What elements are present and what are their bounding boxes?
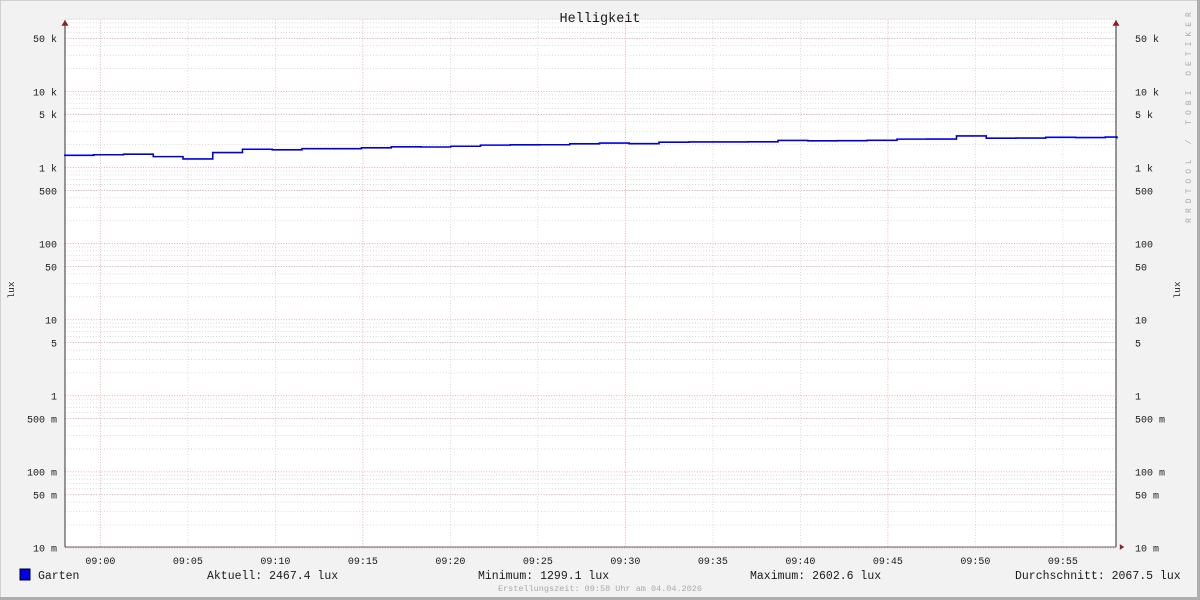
svg-text:09:10: 09:10 [260, 557, 290, 568]
svg-text:09:05: 09:05 [173, 557, 203, 568]
svg-text:500 m: 500 m [27, 416, 57, 427]
svg-text:500: 500 [1135, 187, 1153, 198]
svg-text:500 m: 500 m [1135, 416, 1165, 427]
svg-text:50 m: 50 m [33, 492, 57, 503]
svg-text:Minimum: 1299.1 lux: Minimum: 1299.1 lux [478, 570, 609, 583]
svg-text:09:25: 09:25 [523, 557, 553, 568]
svg-text:09:20: 09:20 [435, 557, 465, 568]
svg-text:5: 5 [51, 339, 57, 350]
svg-text:lux: lux [6, 281, 17, 298]
svg-text:10: 10 [45, 317, 57, 328]
svg-text:09:50: 09:50 [960, 557, 990, 568]
svg-text:Helligkeit: Helligkeit [559, 12, 640, 27]
svg-text:50: 50 [1135, 263, 1147, 274]
svg-text:Aktuell: 2467.4 lux: Aktuell: 2467.4 lux [207, 570, 338, 583]
svg-text:09:45: 09:45 [873, 557, 903, 568]
svg-text:10 k: 10 k [1135, 87, 1159, 99]
svg-text:09:35: 09:35 [698, 557, 728, 568]
svg-text:Garten: Garten [38, 570, 79, 583]
svg-text:100 m: 100 m [27, 469, 57, 480]
svg-text:50 k: 50 k [1135, 34, 1159, 46]
svg-text:09:40: 09:40 [785, 557, 815, 568]
svg-text:09:15: 09:15 [348, 557, 378, 568]
svg-text:10: 10 [1135, 317, 1147, 328]
svg-text:50 k: 50 k [33, 34, 57, 46]
svg-text:100: 100 [39, 240, 57, 251]
svg-text:1: 1 [1135, 393, 1141, 404]
svg-text:1 k: 1 k [39, 163, 57, 175]
svg-text:500: 500 [39, 187, 57, 198]
svg-text:09:00: 09:00 [85, 557, 115, 568]
svg-text:Durchschnitt: 2067.5 lux: Durchschnitt: 2067.5 lux [1015, 570, 1181, 583]
svg-text:50: 50 [45, 263, 57, 274]
svg-text:09:55: 09:55 [1048, 557, 1078, 568]
svg-text:09:30: 09:30 [610, 557, 640, 568]
svg-text:100 m: 100 m [1135, 469, 1165, 480]
svg-text:10 m: 10 m [33, 545, 57, 556]
svg-text:1 k: 1 k [1135, 163, 1153, 175]
svg-text:RRDTOOL / TOBI OETIKER: RRDTOOL / TOBI OETIKER [1185, 7, 1194, 223]
svg-text:50 m: 50 m [1135, 492, 1159, 503]
svg-text:5 k: 5 k [1135, 110, 1153, 122]
svg-text:10 m: 10 m [1135, 545, 1159, 556]
svg-text:100: 100 [1135, 240, 1153, 251]
svg-text:10 k: 10 k [33, 87, 57, 99]
svg-text:5: 5 [1135, 339, 1141, 350]
svg-text:lux: lux [1172, 281, 1183, 298]
svg-text:Maximum: 2602.6 lux: Maximum: 2602.6 lux [750, 570, 881, 583]
svg-text:1: 1 [51, 393, 57, 404]
svg-text:5 k: 5 k [39, 110, 57, 122]
svg-text:Erstellungszeit: 09:58 Uhr am: Erstellungszeit: 09:58 Uhr am 04.04.2026 [498, 584, 702, 594]
